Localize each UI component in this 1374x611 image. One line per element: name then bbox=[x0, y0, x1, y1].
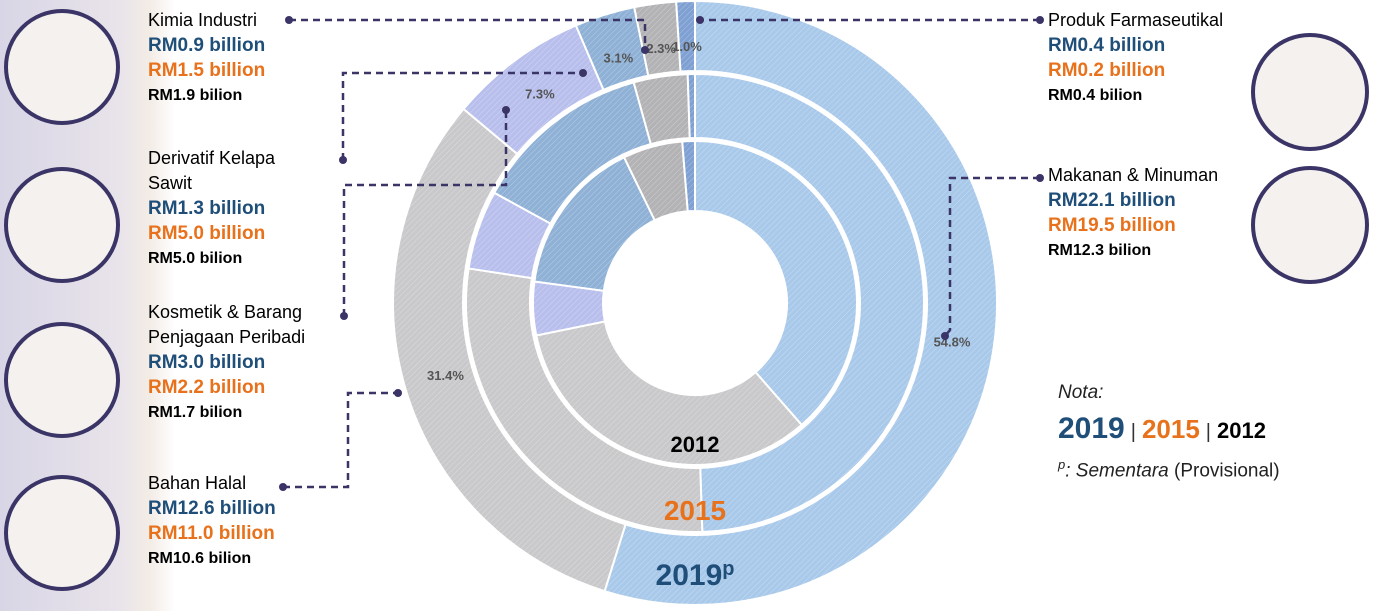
percent-label: 1.0% bbox=[672, 39, 702, 54]
note-year: 2012 bbox=[1217, 418, 1266, 443]
category-name: Makanan & Minuman bbox=[1048, 163, 1278, 188]
leader-dot bbox=[1036, 16, 1044, 24]
leader-dot bbox=[579, 69, 587, 77]
value-label: RM5.0 bilion bbox=[148, 246, 288, 271]
value-label: RM0.2 billion bbox=[1048, 58, 1278, 83]
value-label: RM0.4 billion bbox=[1048, 33, 1278, 58]
value-label: RM22.1 billion bbox=[1048, 188, 1278, 213]
note: Nota: 2019 | 2015 | 2012 p: Sementara (Provisi… bbox=[1058, 382, 1280, 482]
year: 2012 bbox=[671, 432, 720, 457]
separator: | bbox=[1206, 421, 1211, 443]
value-label: RM1.5 billion bbox=[148, 58, 348, 83]
infographic: 54.8%31.4%7.3%3.1%2.3%1.0%2019p20152012 … bbox=[0, 0, 1374, 611]
icon-chemistry bbox=[6, 11, 118, 123]
provisional-en: (Provisional) bbox=[1174, 460, 1280, 481]
value-label: RM1.3 billion bbox=[148, 196, 288, 221]
category-name: Derivatif Kelapa Sawit bbox=[148, 146, 288, 196]
value-label: RM11.0 billion bbox=[148, 521, 348, 546]
leader-dot bbox=[502, 106, 510, 114]
value-label: RM10.6 bilion bbox=[148, 546, 348, 571]
leader-dot bbox=[1036, 174, 1044, 182]
year: 2019 bbox=[656, 559, 723, 592]
icon-cosmetics bbox=[6, 324, 118, 436]
value-label: RM12.3 bilion bbox=[1048, 238, 1278, 263]
value-label: RM19.5 billion bbox=[1048, 213, 1278, 238]
superscript: p bbox=[722, 558, 734, 580]
value-label: RM12.6 billion bbox=[148, 496, 348, 521]
note-years: 2019 | 2015 | 2012 bbox=[1058, 412, 1280, 451]
year: 2015 bbox=[664, 495, 726, 526]
value-label: RM1.9 bilion bbox=[148, 83, 348, 108]
category-name: Bahan Halal bbox=[148, 471, 348, 496]
ring-year-label: 2012 bbox=[671, 432, 720, 457]
percent-label: 3.1% bbox=[604, 51, 634, 66]
percent-label: 54.8% bbox=[934, 334, 971, 349]
note-title: Nota: bbox=[1058, 382, 1280, 404]
percent-label: 7.3% bbox=[525, 86, 555, 101]
category-name: Kosmetik & Barang Penjagaan Peribadi bbox=[148, 300, 353, 350]
separator: | bbox=[1131, 421, 1136, 443]
leader-dot bbox=[696, 16, 704, 24]
percent-label: 31.4% bbox=[427, 368, 464, 383]
leader-dot bbox=[394, 389, 402, 397]
value-label: RM3.0 billion bbox=[148, 350, 353, 375]
ring-year-label: 2015 bbox=[664, 495, 726, 526]
category-name: Kimia Industri bbox=[148, 8, 348, 33]
value-label: RM2.2 billion bbox=[148, 375, 353, 400]
value-label: RM5.0 billion bbox=[148, 221, 288, 246]
leader-dot bbox=[941, 332, 949, 340]
leader-dot bbox=[641, 46, 649, 54]
icon-palm bbox=[6, 169, 118, 281]
leader-dot bbox=[339, 156, 347, 164]
note-year: 2019 bbox=[1058, 412, 1125, 445]
value-label: RM0.9 billion bbox=[148, 33, 348, 58]
category-name: Produk Farmaseutikal bbox=[1048, 8, 1278, 33]
provisional-note: p: Sementara (Provisional) bbox=[1058, 457, 1280, 482]
note-year: 2015 bbox=[1142, 414, 1200, 444]
value-label: RM1.7 bilion bbox=[148, 400, 353, 425]
value-label: RM0.4 bilion bbox=[1048, 83, 1278, 108]
provisional: : Sementara bbox=[1065, 460, 1169, 481]
icon-halal bbox=[6, 477, 118, 589]
